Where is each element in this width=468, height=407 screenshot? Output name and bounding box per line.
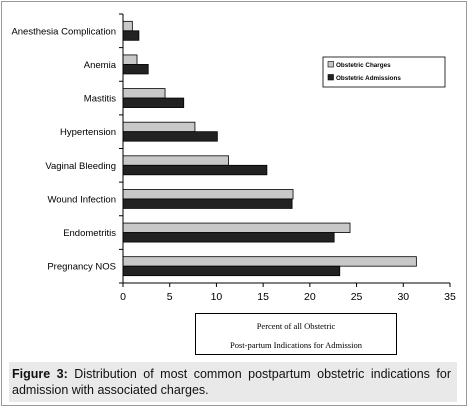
category-label-4: Vaginal Bleeding xyxy=(45,161,116,172)
category-labels-group: Anesthesia Complication Anemia Mastitis Hyp… xyxy=(11,26,116,272)
bar-charges-4 xyxy=(122,155,229,166)
x-tick-label-4: 20 xyxy=(304,291,316,303)
category-label-0: Anesthesia Complication xyxy=(11,26,116,37)
x-axis-title-box: Percent of all Obstetric Post-partum Ind… xyxy=(195,313,397,355)
bar-charges-2 xyxy=(122,88,166,99)
x-axis-title-line-1: Percent of all Obstetric xyxy=(256,321,336,331)
legend: Obstetric Charges Obstetric Admissions xyxy=(322,56,446,88)
legend-swatch-0 xyxy=(327,61,334,68)
x-tick-label-1: 5 xyxy=(167,291,173,303)
bar-admissions-0 xyxy=(122,30,140,41)
category-label-6: Endometritis xyxy=(63,228,116,239)
legend-box xyxy=(322,56,446,88)
x-tick-label-3: 15 xyxy=(257,291,269,303)
bar-charges-1 xyxy=(122,54,138,65)
bar-charges-0 xyxy=(122,20,133,32)
figure-caption: Figure 3: Distribution of most common po… xyxy=(9,362,457,402)
category-label-3: Hypertension xyxy=(60,127,116,138)
x-tick-label-7: 35 xyxy=(444,291,456,303)
bar-charges-6 xyxy=(122,222,351,233)
x-tick-label-2: 10 xyxy=(211,291,223,303)
bar-admissions-1 xyxy=(122,64,149,75)
x-tick-label-5: 25 xyxy=(351,291,363,303)
x-tick-label-6: 30 xyxy=(397,291,409,303)
bar-admissions-6 xyxy=(122,232,335,243)
category-label-1: Anemia xyxy=(84,60,117,71)
x-tick-label-0: 0 xyxy=(120,291,126,303)
bar-admissions-4 xyxy=(122,164,268,176)
legend-label-1: Obstetric Admissions xyxy=(336,75,401,82)
legend-swatch-1 xyxy=(327,74,334,81)
axes-group: 0 5 10 15 20 25 30 35 xyxy=(119,13,456,303)
bars-group xyxy=(122,20,417,277)
caption-label: Figure 3: xyxy=(12,367,68,381)
bar-admissions-5 xyxy=(122,198,293,209)
bar-charges-3 xyxy=(122,121,196,133)
legend-label-0: Obstetric Charges xyxy=(336,62,391,69)
bar-charges-7 xyxy=(122,256,417,267)
bar-admissions-7 xyxy=(122,265,341,277)
category-label-7: Pregnancy NOS xyxy=(47,262,116,273)
category-label-2: Mastitis xyxy=(84,94,116,105)
bar-admissions-3 xyxy=(122,131,218,142)
bar-charges-5 xyxy=(122,189,294,200)
bar-admissions-2 xyxy=(122,97,185,108)
caption-text: Distribution of most common postpartum o… xyxy=(12,367,451,397)
x-axis-title-line-2: Post-partum Indications for Admission xyxy=(230,340,362,350)
category-label-5: Wound Infection xyxy=(48,194,116,205)
